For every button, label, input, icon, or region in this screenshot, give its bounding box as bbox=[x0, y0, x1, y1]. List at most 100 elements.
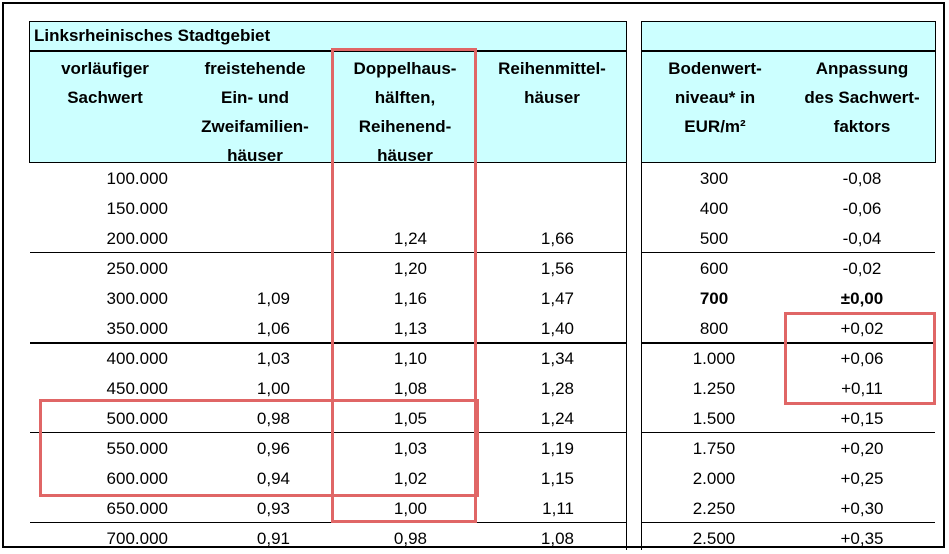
cell-anpassung: ±0,00 bbox=[840, 289, 884, 308]
cell-sachwert: 400.000 bbox=[106, 349, 168, 368]
cell-doppelhaus: 1,20 bbox=[393, 259, 427, 278]
cell-reihenmittel: 1,28 bbox=[540, 379, 574, 398]
cell-doppelhaus: 1,08 bbox=[393, 379, 427, 398]
header-reihenmittel: Reihenmittel-häuser bbox=[498, 59, 606, 107]
row-group-line-4-left bbox=[30, 522, 626, 523]
highlight-anpassung-800-1250 bbox=[784, 312, 936, 405]
cell-bodenwert: 2.250 bbox=[692, 499, 736, 518]
cell-bodenwert: 800 bbox=[699, 319, 729, 338]
separator-right-edge bbox=[935, 21, 936, 163]
cell-reihenmittel: 1,08 bbox=[540, 529, 574, 548]
title-underline-left bbox=[30, 50, 626, 52]
cell-reihenmittel: 1,66 bbox=[540, 229, 574, 248]
cell-reihenmittel: 1,56 bbox=[540, 259, 574, 278]
cell-anpassung: +0,30 bbox=[840, 499, 884, 518]
cell-reihenmittel bbox=[478, 194, 574, 224]
row-group-line-1-right bbox=[641, 252, 935, 253]
cell-sachwert: 100.000 bbox=[106, 169, 168, 188]
highlight-sachwert-500-600 bbox=[39, 399, 479, 497]
cell-bodenwert: 500 bbox=[699, 229, 729, 248]
cell-doppelhaus: 1,05 bbox=[393, 409, 427, 428]
left-header-background bbox=[30, 21, 626, 163]
header-bodenwert: Bodenwert-niveau* in EUR/m² bbox=[668, 59, 762, 136]
row-group-line-3-left bbox=[30, 432, 626, 433]
cell-bodenwert: 2.500 bbox=[692, 529, 736, 548]
cell-doppelhaus: 1,03 bbox=[393, 439, 427, 458]
row-group-line-4-right bbox=[641, 522, 935, 523]
header-anpassung: Anpassung des Sachwert- faktors bbox=[804, 59, 920, 136]
cell-reihenmittel: 1,11 bbox=[542, 499, 574, 518]
cell-freistehende: 0,91 bbox=[256, 529, 290, 548]
cell-reihenmittel: 1,19 bbox=[540, 439, 574, 458]
cell-doppelhaus: 1,24 bbox=[393, 229, 427, 248]
cell-freistehende: 1,00 bbox=[256, 379, 290, 398]
cell-freistehende: 1,03 bbox=[256, 349, 290, 368]
cell-anpassung: +0,20 bbox=[840, 439, 884, 458]
cell-freistehende bbox=[180, 254, 290, 284]
cell-sachwert: 450.000 bbox=[106, 379, 168, 398]
cell-sachwert: 150.000 bbox=[106, 199, 168, 218]
cell-reihenmittel: 1,24 bbox=[540, 409, 574, 428]
cell-freistehende: 1,06 bbox=[256, 319, 290, 338]
cell-freistehende: 0,98 bbox=[256, 409, 290, 428]
separator-middle-right bbox=[641, 21, 642, 163]
cell-doppelhaus: 1,10 bbox=[393, 349, 427, 368]
cell-reihenmittel: 1,40 bbox=[540, 319, 574, 338]
cell-reihenmittel: 1,47 bbox=[540, 289, 574, 308]
cell-anpassung: -0,06 bbox=[842, 199, 882, 218]
cell-bodenwert: 1.250 bbox=[692, 379, 736, 398]
cell-freistehende bbox=[180, 224, 290, 254]
cell-anpassung: +0,06 bbox=[840, 349, 884, 368]
cell-anpassung: +0,35 bbox=[840, 529, 884, 548]
cell-freistehende: 1,09 bbox=[256, 289, 290, 308]
cell-freistehende: 0,93 bbox=[256, 499, 290, 518]
cell-freistehende: 0,96 bbox=[256, 439, 290, 458]
row-group-line-2-left bbox=[30, 342, 626, 344]
cell-bodenwert: 700 bbox=[699, 289, 729, 308]
row-group-line-3-right bbox=[641, 432, 935, 433]
cell-bodenwert: 300 bbox=[699, 169, 729, 188]
separator-gap-body-right bbox=[641, 163, 642, 550]
cell-anpassung: +0,11 bbox=[841, 379, 883, 398]
separator-middle-left bbox=[626, 21, 627, 163]
cell-doppelhaus: 1,00 bbox=[393, 499, 427, 518]
right-header-background bbox=[641, 21, 935, 163]
cell-bodenwert: 400 bbox=[699, 199, 729, 218]
cell-bodenwert: 1.000 bbox=[692, 349, 736, 368]
cell-anpassung: +0,15 bbox=[840, 409, 884, 428]
separator-gap-body-left bbox=[626, 163, 627, 550]
header-bottom-line-left bbox=[30, 162, 626, 163]
cell-sachwert: 500.000 bbox=[106, 409, 168, 428]
table-title: Linksrheinisches Stadtgebiet bbox=[34, 26, 271, 45]
cell-freistehende bbox=[180, 164, 290, 194]
separator-left-edge bbox=[29, 21, 30, 163]
header-freistehende: freistehende Ein- und Zweifamilien-häuser bbox=[201, 59, 309, 165]
cell-sachwert: 650.000 bbox=[106, 499, 168, 518]
title-underline-right bbox=[641, 50, 935, 52]
header-top-line-right bbox=[641, 21, 935, 22]
cell-sachwert: 250.000 bbox=[106, 259, 168, 278]
cell-bodenwert: 1.500 bbox=[692, 409, 736, 428]
highlight-doppelhaus-column bbox=[331, 48, 477, 523]
cell-anpassung: -0,04 bbox=[842, 229, 882, 248]
cell-sachwert: 200.000 bbox=[106, 229, 168, 248]
header-top-line-left bbox=[30, 21, 626, 22]
cell-reihenmittel: 1,15 bbox=[540, 469, 574, 488]
cell-freistehende: 0,94 bbox=[256, 469, 290, 488]
row-group-line-1-left bbox=[30, 252, 626, 253]
cell-anpassung: +0,02 bbox=[840, 319, 884, 338]
cell-anpassung: +0,25 bbox=[840, 469, 884, 488]
cell-sachwert: 600.000 bbox=[106, 469, 168, 488]
header-bottom-line-right bbox=[641, 162, 935, 163]
cell-bodenwert: 1.750 bbox=[692, 439, 736, 458]
cell-sachwert: 350.000 bbox=[106, 319, 168, 338]
cell-sachwert: 300.000 bbox=[106, 289, 168, 308]
cell-bodenwert: 2.000 bbox=[692, 469, 736, 488]
cell-doppelhaus: 0,98 bbox=[393, 529, 427, 548]
cell-reihenmittel bbox=[478, 164, 574, 194]
cell-doppelhaus: 1,16 bbox=[393, 289, 427, 308]
cell-doppelhaus: 1,13 bbox=[393, 319, 427, 338]
header-sachwert: vorläufiger Sachwert bbox=[61, 59, 149, 107]
cell-bodenwert: 600 bbox=[699, 259, 729, 278]
